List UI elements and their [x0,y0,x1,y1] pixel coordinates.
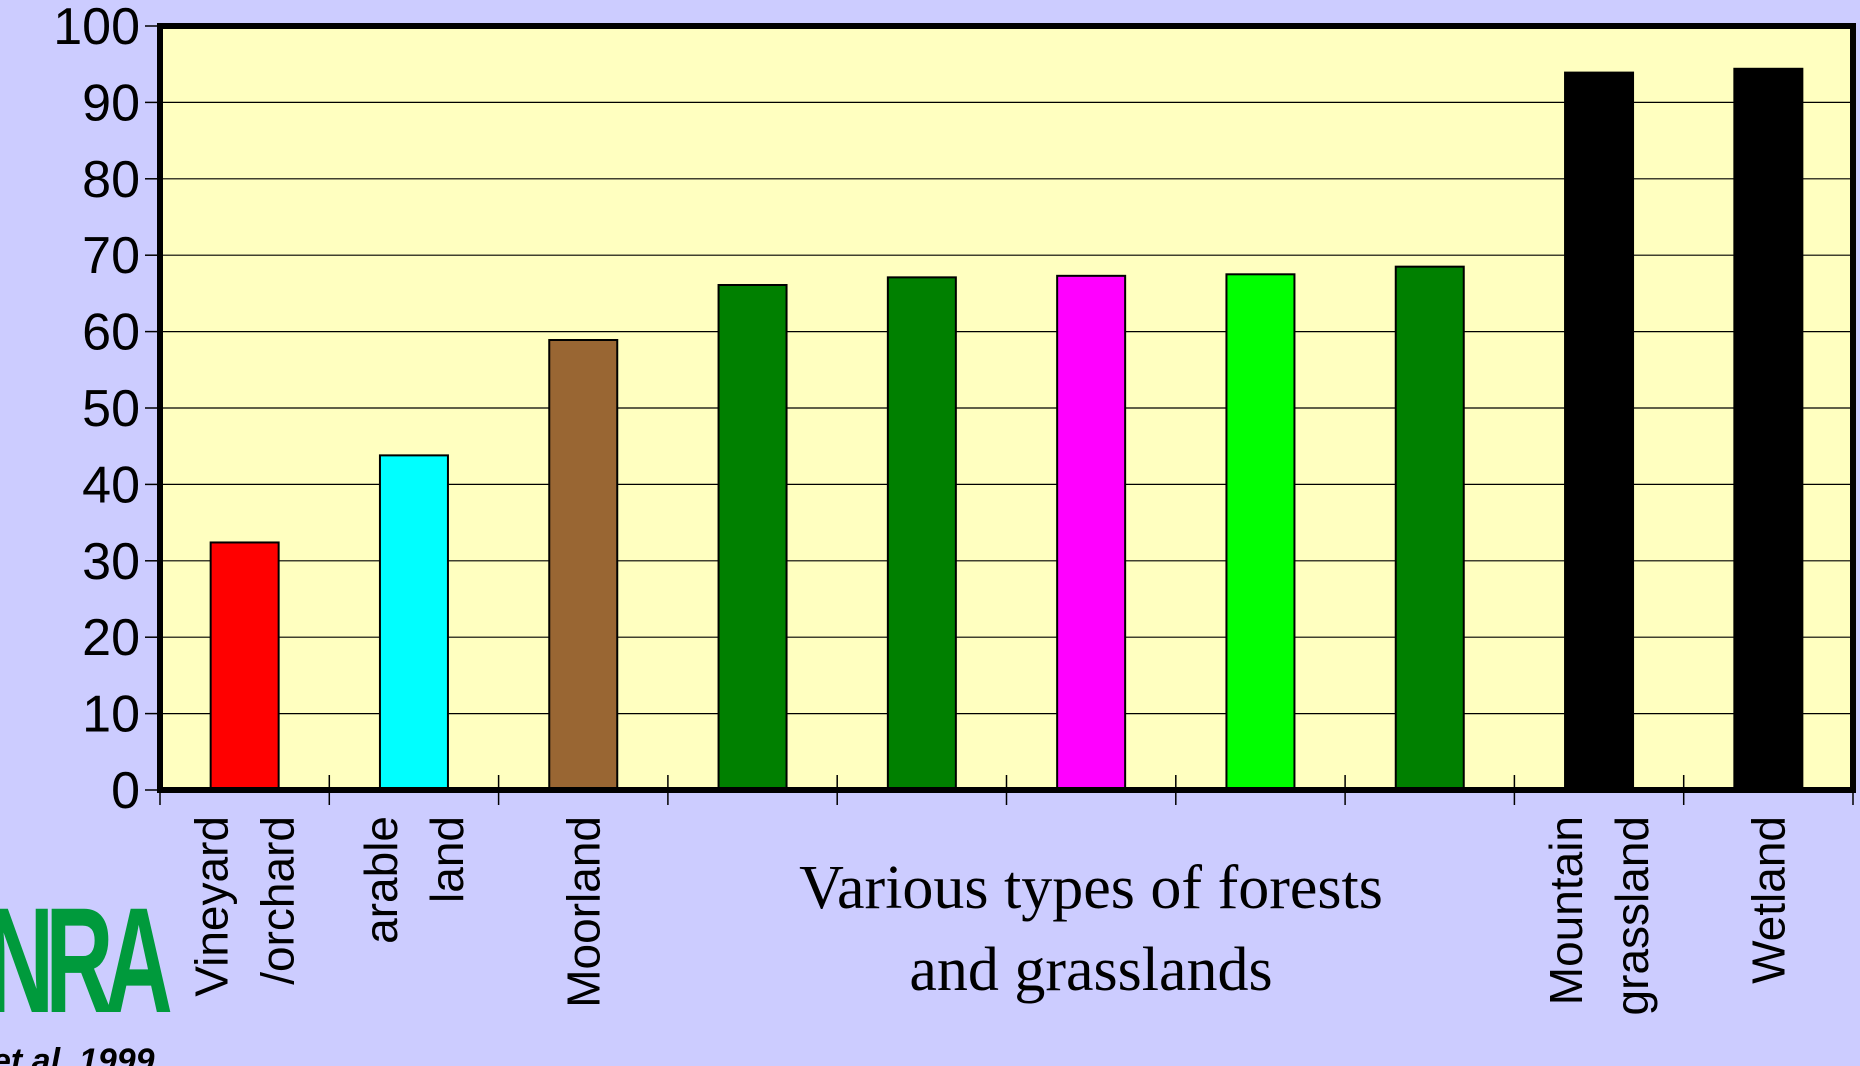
annotation: Various types of forests [799,854,1383,922]
x-tick-label-line: Wetland [1742,816,1794,984]
x-tick-label-line: Mountain [1540,816,1592,1005]
bar [1056,274,1127,791]
y-tick-label: 0 [111,762,140,820]
x-tick-label-line: /orchard [252,816,304,985]
x-tick-label: Moorland [557,816,609,1008]
x-tick-label: Wetland [1742,816,1794,984]
y-tick-label: 80 [82,151,140,209]
plot-border [157,23,1856,793]
x-tick-label-line: Vineyard [186,816,238,997]
x-tick-label: arable land [355,816,473,944]
x-tick-label: Vineyard/orchard [186,816,304,997]
y-tick-label: 40 [82,456,140,514]
y-tick-label: 30 [82,533,140,591]
bar [209,541,280,791]
x-tick-label-line: grassland [1606,816,1658,1015]
annotation: and grasslands [909,936,1272,1004]
y-tick-label: 90 [82,74,140,132]
y-tick-label: 50 [82,380,140,438]
bar [1733,67,1804,791]
bar [1225,273,1296,791]
bar [886,276,957,791]
citation: et al. 1999 [0,1042,155,1066]
bar [717,283,788,791]
bar [378,454,449,791]
x-tick-label-line: arable [355,816,407,944]
y-tick-label: 70 [82,227,140,285]
y-tick-label: 20 [82,609,140,667]
bar [548,339,619,791]
x-tick-label-line: Moorland [557,816,609,1008]
y-tick-label: 100 [53,0,140,56]
bar [1394,265,1465,792]
x-tick-label: Mountain grassland [1540,816,1658,1015]
bar [1564,71,1635,791]
y-tick-label: 10 [82,686,140,744]
x-tick-label-line: land [421,816,473,903]
logo: NRA [0,876,171,1044]
y-tick-label: 60 [82,304,140,362]
